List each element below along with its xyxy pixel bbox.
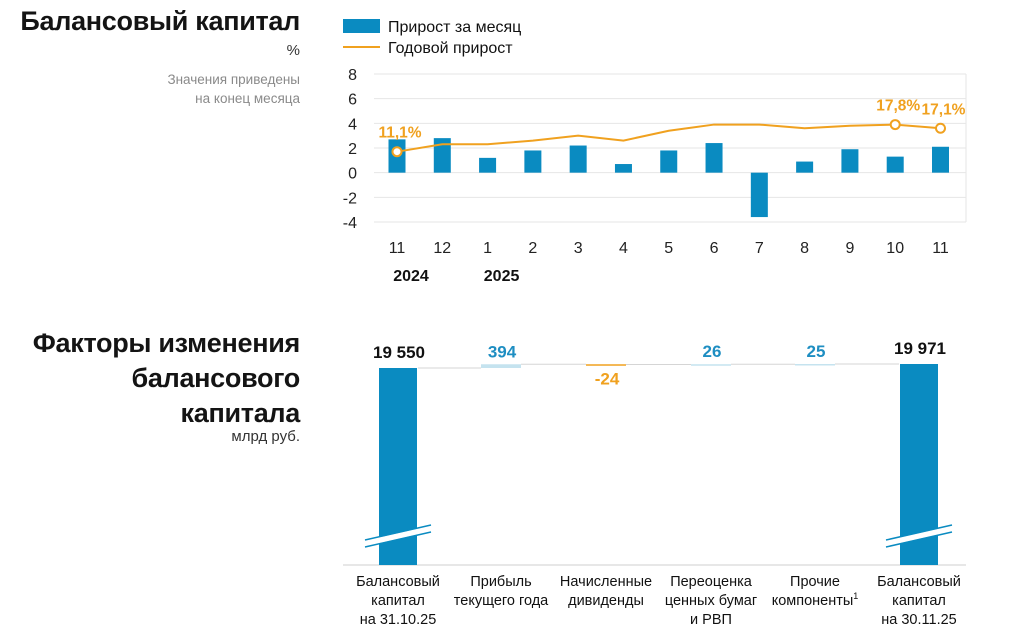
legend-label: Годовой прирост xyxy=(388,40,513,57)
monthly-growth-bar xyxy=(750,172,768,218)
waterfall-value-label: 19 550 xyxy=(373,343,425,362)
chart2-title: Факторы изменения балансового капитала xyxy=(0,326,301,431)
category-label: капитал xyxy=(371,593,425,609)
annual-growth-marker xyxy=(889,119,901,131)
chart1-title: Балансовый капитал xyxy=(20,6,300,36)
data-label: 17,1% xyxy=(922,101,966,118)
y-tick-label: 4 xyxy=(348,116,357,133)
annual-growth-marker xyxy=(391,146,403,158)
chart1-note: Значения приведены на конец месяца xyxy=(167,70,300,108)
category-label: Балансовый xyxy=(877,574,961,590)
category-label: Прибыль xyxy=(470,574,531,590)
data-label: 17,8% xyxy=(876,98,920,115)
monthly-growth-bar xyxy=(886,156,904,173)
y-tick-label: 0 xyxy=(348,166,357,183)
axis-break-mark xyxy=(364,531,432,548)
monthly-growth-bar xyxy=(614,164,632,173)
category-label: и РВП xyxy=(690,612,732,628)
year-label: 2025 xyxy=(484,268,520,285)
waterfall-value-label: 19 971 xyxy=(894,339,946,358)
category-label: Начисленные xyxy=(560,574,652,590)
x-tick-label: 5 xyxy=(664,240,673,257)
x-tick-label: 2 xyxy=(528,240,537,257)
footnote-marker: 1 xyxy=(853,591,858,601)
category-label: Прочие xyxy=(790,574,840,590)
monthly-growth-bar xyxy=(841,149,859,173)
category-label: на 31.10.25 xyxy=(360,612,437,628)
monthly-growth-bar xyxy=(660,150,678,173)
decrease-bar xyxy=(586,364,626,366)
increase-bar xyxy=(795,364,835,366)
chart1-note-line: на конец месяца xyxy=(195,91,300,106)
category-label: Балансовый xyxy=(356,574,440,590)
annual-growth-line xyxy=(396,123,941,153)
waterfall-value-label: 26 xyxy=(703,342,722,361)
x-tick-label: 8 xyxy=(800,240,809,257)
category-label: компоненты1 xyxy=(772,591,859,609)
x-tick-label: 11 xyxy=(389,240,406,257)
annual-growth-marker xyxy=(935,122,946,134)
monthly-growth-bar xyxy=(796,161,814,173)
data-label: 11,1% xyxy=(378,125,421,142)
waterfall-value-label: 394 xyxy=(488,342,517,361)
chart2-title-line: Факторы изменения xyxy=(32,328,301,358)
monthly-growth-bar xyxy=(479,157,497,173)
x-tick-label: 7 xyxy=(755,240,764,257)
x-tick-label: 6 xyxy=(710,240,719,257)
axis-break-mark xyxy=(885,524,953,541)
monthly-growth-bar xyxy=(569,145,587,173)
monthly-growth-bar xyxy=(524,150,542,173)
x-tick-label: 12 xyxy=(433,240,451,257)
chart2-title-line: балансового xyxy=(131,363,301,393)
y-tick-label: 2 xyxy=(348,141,357,158)
axis-break-mark xyxy=(364,524,432,541)
x-tick-label: 3 xyxy=(574,240,583,257)
y-tick-label: 8 xyxy=(348,67,357,84)
axis-break-mark xyxy=(885,531,953,548)
x-tick-label: 11 xyxy=(932,240,949,257)
category-label: дивиденды xyxy=(568,593,644,609)
y-tick-label: -2 xyxy=(343,190,357,207)
category-label: Переоценка xyxy=(670,574,753,590)
y-tick-label: -4 xyxy=(343,215,357,232)
waterfall-value-label: -24 xyxy=(595,369,620,388)
chart1-unit: % xyxy=(286,42,300,59)
category-label: текущего года xyxy=(454,593,549,609)
category-label: капитал xyxy=(892,593,946,609)
y-tick-label: 6 xyxy=(348,92,357,109)
chart2-title-line: капитала xyxy=(180,398,301,428)
increase-bar xyxy=(481,364,521,368)
axis-break-mark xyxy=(888,526,950,546)
x-tick-label: 9 xyxy=(845,240,854,257)
x-tick-label: 1 xyxy=(483,240,492,257)
legend-label: Прирост за месяц xyxy=(388,19,521,36)
x-tick-label: 10 xyxy=(886,240,904,257)
axis-break-mark xyxy=(367,526,429,546)
category-label: на 30.11.25 xyxy=(881,612,956,628)
x-tick-label: 4 xyxy=(619,240,628,257)
monthly-growth-bar xyxy=(705,143,723,173)
monthly-growth-bar xyxy=(433,138,451,173)
legend-bar-swatch xyxy=(343,19,380,33)
increase-bar xyxy=(691,364,731,366)
waterfall-value-label: 25 xyxy=(807,342,826,361)
chart2-unit: млрд руб. xyxy=(231,428,300,445)
year-label: 2024 xyxy=(393,268,429,285)
category-label: ценных бумаг xyxy=(665,593,757,609)
monthly-growth-bar xyxy=(932,146,949,173)
chart1-note-line: Значения приведены xyxy=(167,72,300,87)
